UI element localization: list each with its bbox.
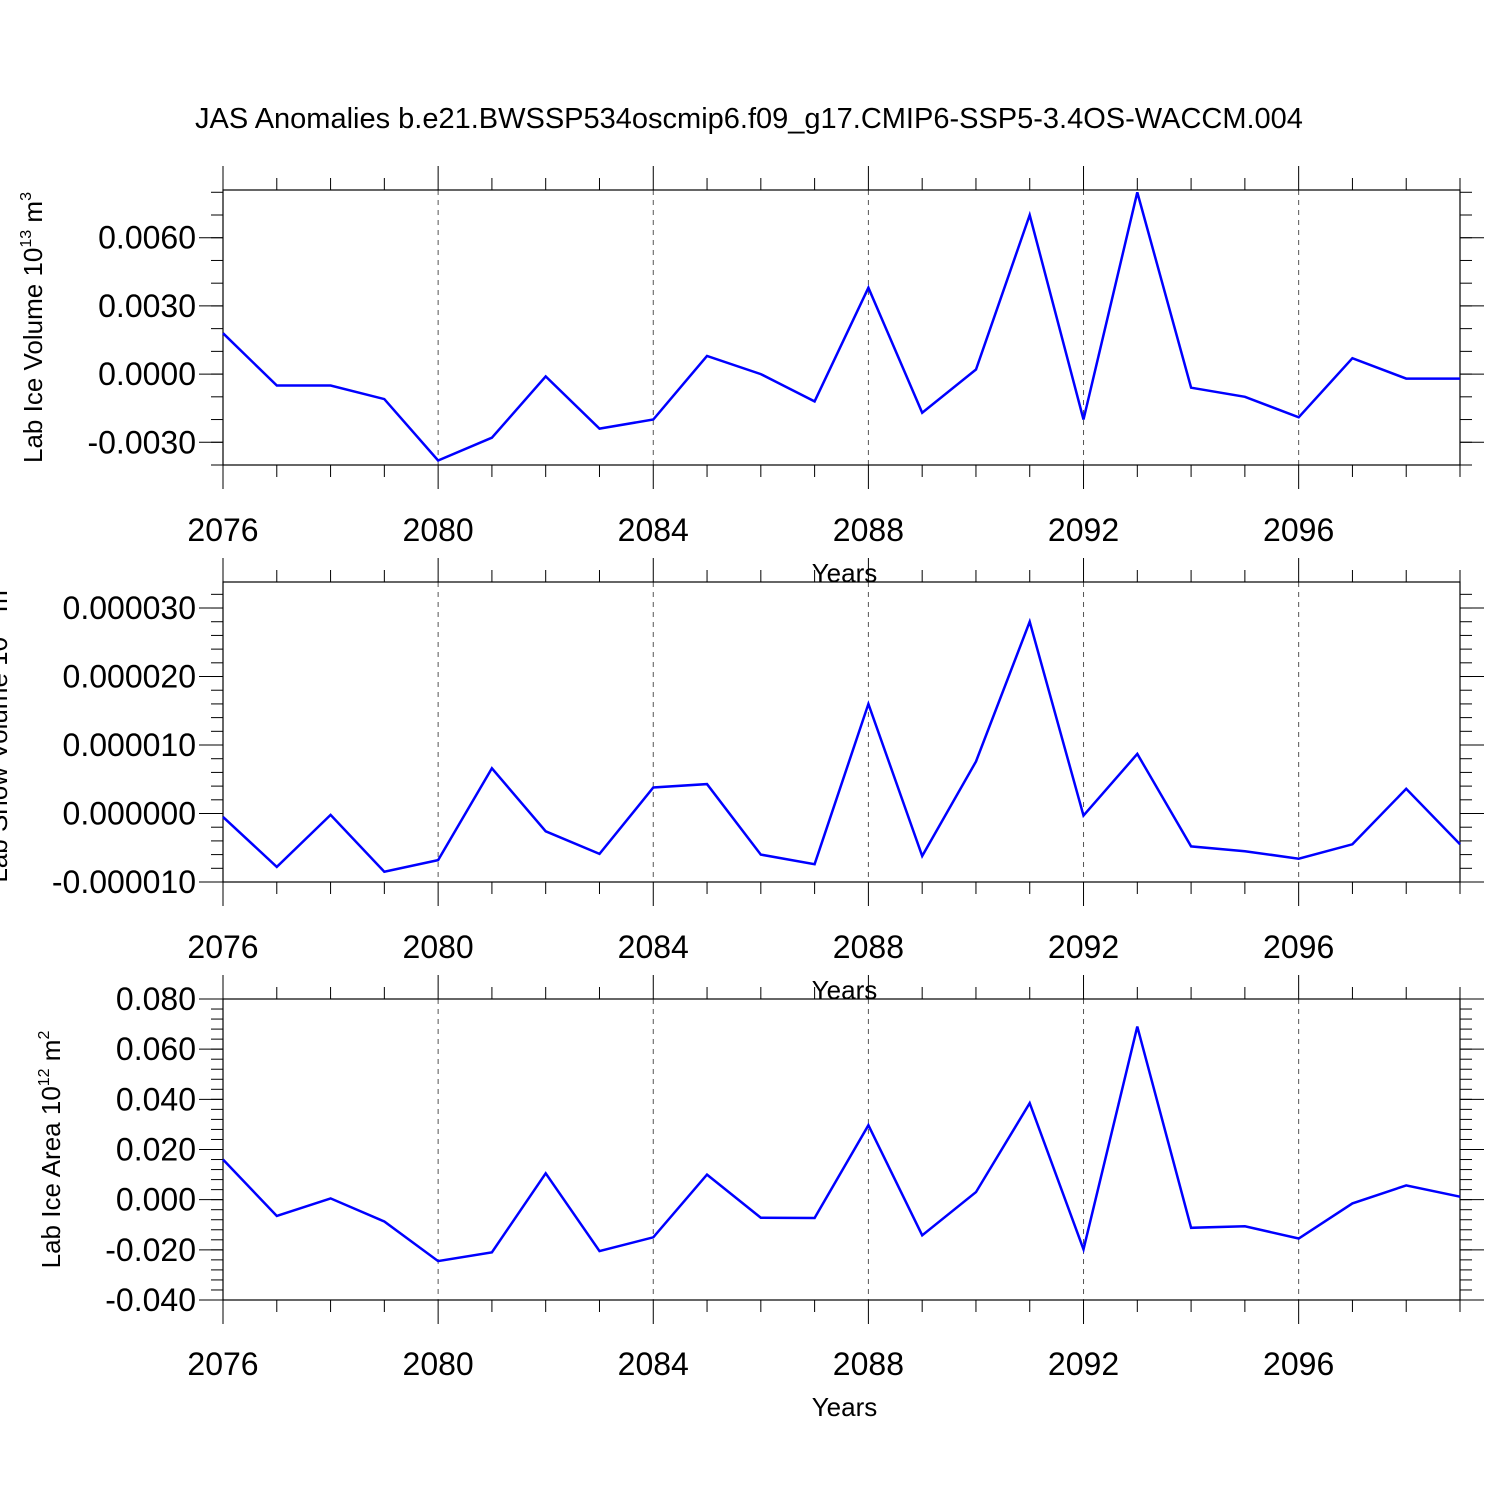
x-tick-label: 2092 [1048,1346,1119,1382]
x-tick-label: 2084 [618,929,689,965]
data-series-line [222,191,1460,463]
y-tick-label: 0.000 [116,1182,196,1218]
y-tick-label: 0.020 [116,1132,196,1168]
data-series-line [222,1026,1461,1263]
x-tick-label: 2096 [1263,512,1334,548]
chart-panel-1: 2076 2080 2084 2088 2092 2096 -0.0030 0.0000 0.0… [18,166,1484,588]
chart-panels: 2076 2080 2084 2088 2092 2096 -0.0030 0.0000 0.0… [0,166,1484,1422]
y-axis-title: Lab Ice Volume 1013 m3 [18,192,48,463]
figure-title: JAS Anomalies b.e21.BWSSP534oscmip6.f09_… [195,103,1303,135]
data-series-line [222,617,1461,874]
y-tick-label: -0.020 [105,1232,196,1268]
x-tick-label: 2076 [187,929,258,965]
x-axis-title: Years [812,1392,878,1422]
chart-panel-3: 2076 2080 2084 2088 2092 2096 -0.040 -0.020 0.00… [36,975,1484,1422]
y-tick-label: 0.060 [116,1031,196,1067]
y-tick-label: 0.0060 [98,220,196,256]
plot-frame [222,581,1461,883]
y-tick-label: 0.080 [116,981,196,1017]
x-tick-label: 2088 [833,1346,904,1382]
x-tick-label: 2080 [403,929,474,965]
y-axis-title: Lab Snow Volume 1013 m3 [0,581,13,882]
x-tick-label: 2080 [403,1346,474,1382]
x-tick-label: 2076 [187,512,258,548]
x-tick-label: 2096 [1263,1346,1334,1382]
y-tick-label: 0.0000 [98,356,196,392]
x-tick-label: 2096 [1263,929,1334,965]
x-tick-label: 2092 [1048,929,1119,965]
plot-frame [222,998,1461,1301]
x-tick-label: 2084 [618,512,689,548]
y-tick-label: 0.040 [116,1081,196,1117]
y-tick-label: 0.000020 [63,659,196,695]
x-tick-label: 2080 [403,512,474,548]
x-axis-title: Years [812,975,878,1005]
x-tick-label: 2076 [187,1346,258,1382]
y-tick-label: 0.000010 [63,727,196,763]
y-tick-label: 0.000030 [63,590,196,626]
x-tick-label: 2092 [1048,512,1119,548]
y-tick-label: -0.040 [105,1282,196,1318]
x-tick-label: 2088 [833,512,904,548]
y-tick-label: 0.0030 [98,288,196,324]
plot-frame [222,189,1461,466]
y-tick-label: 0.000000 [63,796,196,832]
y-tick-label: -0.000010 [52,864,196,900]
x-tick-label: 2084 [618,1346,689,1382]
x-tick-label: 2088 [833,929,904,965]
chart-panel-2: 2076 2080 2084 2088 2092 2096 -0.000010 0.00000… [0,558,1484,1005]
x-axis-title: Years [812,558,878,588]
y-axis-title: Lab Ice Area 1012 m2 [36,1031,66,1269]
y-tick-label: -0.0030 [87,424,196,460]
